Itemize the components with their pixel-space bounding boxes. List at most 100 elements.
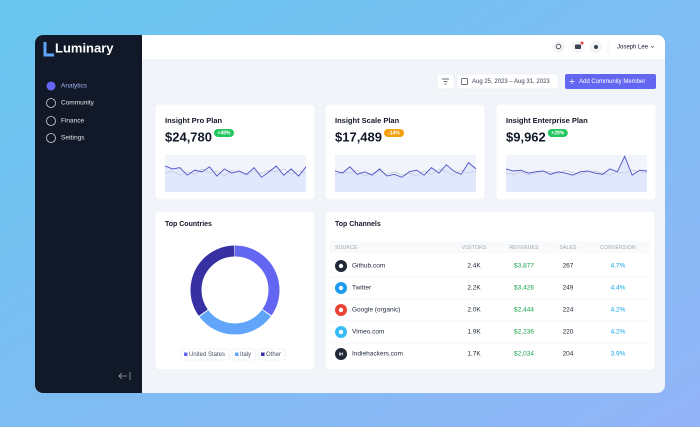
legend-item[interactable]: Other	[257, 348, 286, 361]
search-button[interactable]	[553, 41, 565, 53]
table-cell: $2,034	[514, 351, 534, 358]
nav-item[interactable]: Community	[61, 100, 95, 107]
legend-label: Other	[266, 352, 281, 358]
top-bar	[142, 35, 665, 60]
app-name: Luminary	[55, 40, 114, 55]
change-label: +49%	[218, 131, 231, 137]
user-chevron	[650, 45, 655, 48]
plan-title: Insight Enterprise Plan	[506, 116, 588, 125]
nav-item[interactable]: Settings	[61, 135, 85, 142]
table-cell: 1.9K	[467, 329, 481, 336]
nav-icon	[46, 98, 56, 108]
nav-item[interactable]: Finance	[61, 118, 85, 125]
user-name[interactable]: Joseph Lee	[617, 45, 649, 51]
plan-value: $17,489	[335, 129, 382, 144]
table-cell: 1.7K	[467, 351, 481, 358]
change-label: -14%	[388, 131, 400, 137]
channel-name: Twitter	[352, 285, 372, 292]
table-cell: 4.7%	[611, 263, 626, 270]
channel-name: Indiehackers.com	[352, 351, 403, 358]
channel-icon-label: IH	[339, 351, 344, 356]
channels-card	[324, 210, 656, 371]
nav-icon	[46, 133, 56, 143]
table-cell: $2,236	[514, 329, 534, 336]
sparkline	[164, 165, 307, 178]
legend-item[interactable]: United States	[180, 348, 230, 361]
logo-mark	[43, 42, 54, 57]
donut-segment	[190, 245, 280, 335]
add-member-label: Add Community Member	[579, 79, 645, 85]
table-cell: 249	[563, 285, 574, 292]
table-cell: $3,426	[514, 285, 534, 292]
column-header: CONVERSION	[600, 245, 636, 251]
table-cell: 2.2K	[467, 285, 481, 292]
channel-glyph	[338, 285, 344, 291]
table-cell: 4.4%	[611, 285, 626, 292]
donut-segment	[190, 245, 280, 335]
plus-icon	[569, 79, 575, 84]
sparkline-area	[165, 165, 306, 192]
messages-icon	[575, 44, 581, 49]
table-cell: 224	[563, 307, 574, 314]
plan-title: Insight Scale Plan	[335, 116, 400, 125]
change-badge	[384, 129, 404, 137]
window: Luminary Joseph Lee Aug 25, 2023 – Aug 3…	[35, 35, 665, 393]
legend-swatch	[261, 352, 265, 356]
table-cell: 204	[563, 351, 574, 358]
calendar-icon	[461, 78, 468, 85]
plan-value: $9,962	[506, 129, 546, 144]
table-cell: 4.2%	[611, 329, 626, 336]
sparkline-area	[506, 156, 647, 192]
filter-icon	[442, 78, 449, 85]
sparkline	[334, 161, 477, 178]
table-cell: 4.2%	[611, 307, 626, 314]
plan-value: $24,780	[165, 129, 212, 144]
legend-box	[180, 348, 230, 361]
comparison-line	[164, 168, 307, 177]
table-cell: 267	[563, 263, 574, 270]
date-range: Aug 25, 2023 – Aug 31, 2023	[472, 79, 550, 85]
countries-card	[154, 210, 316, 371]
table-cell: $2,444	[514, 307, 534, 314]
legend-swatch	[235, 352, 239, 356]
collapse-button[interactable]	[118, 372, 131, 380]
card-title: Top Channels	[335, 221, 381, 228]
legend-box	[231, 348, 256, 361]
notification-dot	[580, 41, 584, 45]
legend-item[interactable]: Italy	[231, 348, 256, 361]
channel-name: Github.com	[352, 263, 385, 270]
channel-name: Vimeo.com	[352, 329, 384, 336]
column-header: REVENUES	[509, 245, 539, 251]
column-header: SALES	[559, 245, 577, 251]
legend-label: United States	[189, 352, 225, 358]
plan-title: Insight Pro Plan	[165, 116, 223, 125]
add-member-button[interactable]	[565, 74, 656, 89]
table-cell: 2.0K	[467, 307, 481, 314]
card-title: Top Countries	[165, 221, 212, 228]
search-icon	[555, 43, 562, 50]
legend-swatch	[184, 352, 188, 356]
channel-name: Google (organic)	[352, 307, 400, 314]
table-header-bg	[330, 241, 650, 253]
theme-icon	[594, 45, 598, 49]
date-picker[interactable]	[456, 73, 559, 90]
sparkline-area	[335, 162, 476, 192]
column-header: SOURCE	[335, 245, 358, 251]
channel-glyph	[338, 307, 344, 313]
change-label: +29%	[551, 131, 564, 137]
channel-icon	[335, 348, 347, 360]
donut-segment	[190, 245, 280, 335]
legend-box	[257, 348, 286, 361]
sparkline	[505, 155, 648, 176]
nav-item[interactable]: Analytics	[61, 83, 88, 90]
nav-icon	[46, 116, 56, 126]
nav-icon	[46, 81, 56, 91]
channel-glyph	[338, 263, 344, 269]
table-cell: 220	[563, 329, 574, 336]
table-cell: 2.4K	[467, 263, 481, 270]
column-header: VISITORS	[462, 245, 487, 251]
table-cell: $3,877	[514, 263, 534, 270]
table-cell: 3.9%	[611, 351, 626, 358]
